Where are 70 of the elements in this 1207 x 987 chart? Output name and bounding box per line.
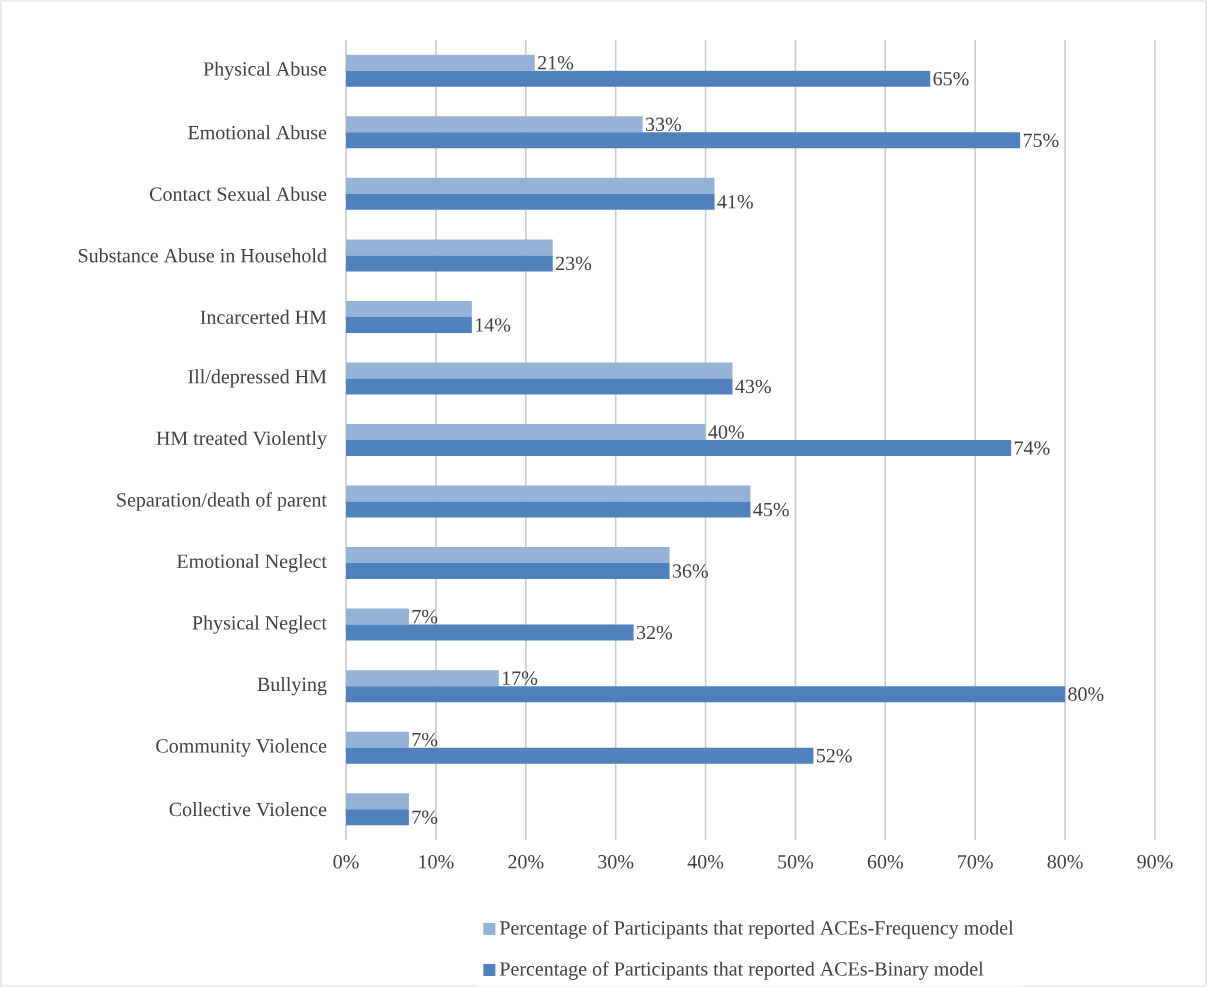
x-tick-label: 20% <box>508 855 544 869</box>
y-tick-label: Community Violence <box>156 738 327 757</box>
data-label: 7% <box>412 810 438 824</box>
y-tick-label: Collective Violence <box>169 802 327 817</box>
data-label: 74% <box>1014 441 1050 455</box>
bar <box>346 439 1012 456</box>
x-tick-label: 90% <box>1137 855 1173 869</box>
bar <box>346 193 715 210</box>
data-label: 65% <box>933 71 969 86</box>
y-tick-label: Substance Abuse in Household <box>78 248 327 263</box>
data-label: 23% <box>556 256 592 271</box>
y-tick-label: Bullying <box>257 677 327 696</box>
bar <box>346 624 634 641</box>
data-label: 75% <box>1023 133 1059 148</box>
y-tick-label: Contact Sexual Abuse <box>150 186 327 201</box>
data-label: 33% <box>646 117 682 132</box>
y-tick-label: Incarcerted HM <box>200 309 327 324</box>
data-label: 7% <box>412 732 438 747</box>
data-label: 36% <box>672 564 708 578</box>
legend-label: Percentage of Participants that reported ACEs-Frequency model <box>499 920 1014 939</box>
bar <box>346 608 409 625</box>
bar <box>346 670 499 687</box>
bar <box>346 362 733 379</box>
bar <box>346 132 1021 149</box>
legend-label: Percentage of Participants that reported ACEs-Binary model <box>499 961 984 980</box>
y-tick-label: Emotional Abuse <box>188 125 327 140</box>
bar <box>346 424 706 440</box>
data-label: 32% <box>637 625 673 640</box>
y-tick-label: Emotional Neglect <box>177 553 327 573</box>
x-tick-label: 80% <box>1047 855 1083 869</box>
bar <box>346 563 670 580</box>
x-tick-label: 30% <box>598 855 634 869</box>
x-tick-label: 40% <box>687 855 724 869</box>
y-tick-label: Physical Abuse <box>203 61 327 80</box>
x-tick-label: 50% <box>778 855 814 869</box>
bar <box>346 70 931 87</box>
data-label: 14% <box>476 318 511 332</box>
bar <box>346 300 472 317</box>
data-label: 45% <box>753 502 789 517</box>
bar <box>346 485 751 502</box>
x-tick-label: 0% <box>333 855 359 869</box>
bar <box>346 686 1066 703</box>
bar <box>346 731 409 748</box>
bar <box>346 793 409 810</box>
bar <box>346 116 643 133</box>
bar <box>346 809 409 826</box>
x-tick-label: 70% <box>958 855 993 869</box>
bar <box>346 747 814 764</box>
bar <box>346 501 751 518</box>
bar <box>346 177 715 194</box>
x-tick-label: 60% <box>867 855 903 869</box>
data-label: 80% <box>1068 687 1104 701</box>
data-label: 40% <box>708 425 744 439</box>
bar <box>346 316 472 333</box>
bar <box>346 239 553 256</box>
x-tick-label: 10% <box>419 855 454 869</box>
y-tick-label: Ill/depressed HM <box>188 369 327 388</box>
data-label: 21% <box>538 55 574 70</box>
data-label: 41% <box>717 195 753 209</box>
bar <box>346 378 733 395</box>
data-label: 43% <box>735 379 771 394</box>
y-tick-label: Physical Neglect <box>192 615 327 634</box>
data-label: 17% <box>502 671 538 685</box>
y-tick-label: Separation/death of parent <box>117 492 327 511</box>
data-label: 52% <box>816 748 852 763</box>
bar <box>346 255 553 272</box>
data-label: 7% <box>412 609 438 624</box>
bar <box>346 547 670 564</box>
bar <box>346 54 535 71</box>
y-tick-label: HM treated Violently <box>156 430 327 450</box>
